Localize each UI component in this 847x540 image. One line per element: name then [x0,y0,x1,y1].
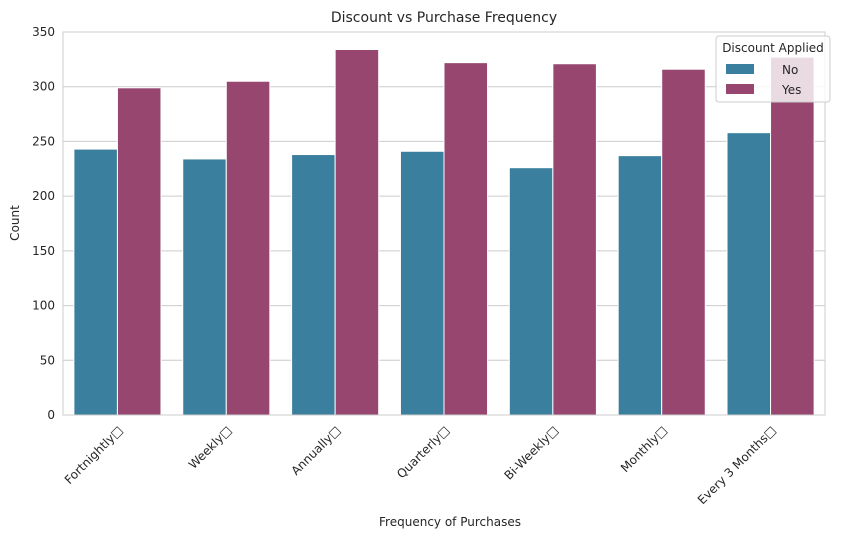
legend-items: No Yes [726,63,801,97]
bars [73,49,815,416]
bar-no-6 [726,132,772,416]
y-tick-label: 100 [32,299,55,313]
chart-title: Discount vs Purchase Frequency [331,10,557,26]
bar-yes-0 [116,87,162,416]
legend-swatch-no [726,64,754,74]
bar-no-2 [291,154,336,416]
x-axis-label: Frequency of Purchases [379,515,521,529]
legend-swatch-yes [726,84,754,94]
legend: Discount Applied No Yes [715,35,831,103]
x-tick-label: Every 3 Months□ [695,423,779,507]
y-tick-label: 0 [47,408,55,422]
bar-no-0 [73,148,118,416]
bar-yes-2 [334,49,380,416]
y-tick-label: 250 [32,134,55,148]
y-axis-label: Count [8,205,22,241]
bar-yes-6 [770,56,815,416]
x-tick-label: Fortnightly□ [62,423,126,487]
bar-no-3 [399,150,445,416]
x-tick-label: Annually□ [288,423,343,478]
bar-yes-4 [552,63,597,416]
bar-yes-1 [225,80,271,416]
x-tick-label: Bi-Weekly□ [502,423,561,482]
y-tick-label: 350 [32,25,55,39]
bar-no-5 [617,155,663,416]
x-tick-label: Weekly□ [186,423,235,472]
bar-no-4 [508,167,554,416]
legend-label-no: No [782,63,798,77]
y-tick-label: 150 [32,244,55,258]
plot-frame [62,31,826,416]
y-tick-label: 200 [32,189,55,203]
legend-label-yes: Yes [781,83,801,97]
legend-title: Discount Applied [722,41,824,55]
x-tick-label: Monthly□ [618,423,670,475]
x-axis-ticks: Fortnightly□ Weekly□ Annually□ Quarterly□ Bi… [62,423,779,507]
y-tick-label: 300 [32,80,55,94]
bar-no-1 [182,158,227,416]
bar-yes-5 [661,68,706,416]
bar-yes-3 [443,62,489,416]
y-axis-ticks: 0 50 100 150 200 250 300 350 [32,25,55,422]
y-tick-label: 50 [40,353,55,367]
x-tick-label: Quarterly□ [394,423,452,481]
